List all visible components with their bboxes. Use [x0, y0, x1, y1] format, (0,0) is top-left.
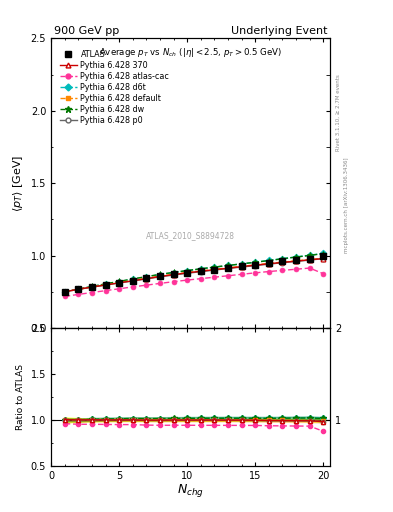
Text: Average $p_T$ vs $N_{ch}$ ($|\eta| < 2.5$, $p_T > 0.5$ GeV): Average $p_T$ vs $N_{ch}$ ($|\eta| < 2.5…	[99, 46, 282, 59]
Text: mcplots.cern.ch [arXiv:1306.3436]: mcplots.cern.ch [arXiv:1306.3436]	[344, 157, 349, 252]
Y-axis label: Ratio to ATLAS: Ratio to ATLAS	[16, 364, 25, 430]
X-axis label: $N_{chg}$: $N_{chg}$	[177, 482, 204, 499]
Text: Underlying Event: Underlying Event	[231, 26, 327, 35]
Text: ATLAS_2010_S8894728: ATLAS_2010_S8894728	[146, 231, 235, 240]
Y-axis label: $\langle p_T \rangle$ [GeV]: $\langle p_T \rangle$ [GeV]	[11, 155, 25, 212]
Text: Rivet 3.1.10, ≥ 2.7M events: Rivet 3.1.10, ≥ 2.7M events	[336, 74, 341, 151]
Legend: ATLAS, Pythia 6.428 370, Pythia 6.428 atlas-cac, Pythia 6.428 d6t, Pythia 6.428 : ATLAS, Pythia 6.428 370, Pythia 6.428 at…	[58, 48, 171, 126]
Text: 900 GeV pp: 900 GeV pp	[54, 26, 119, 35]
